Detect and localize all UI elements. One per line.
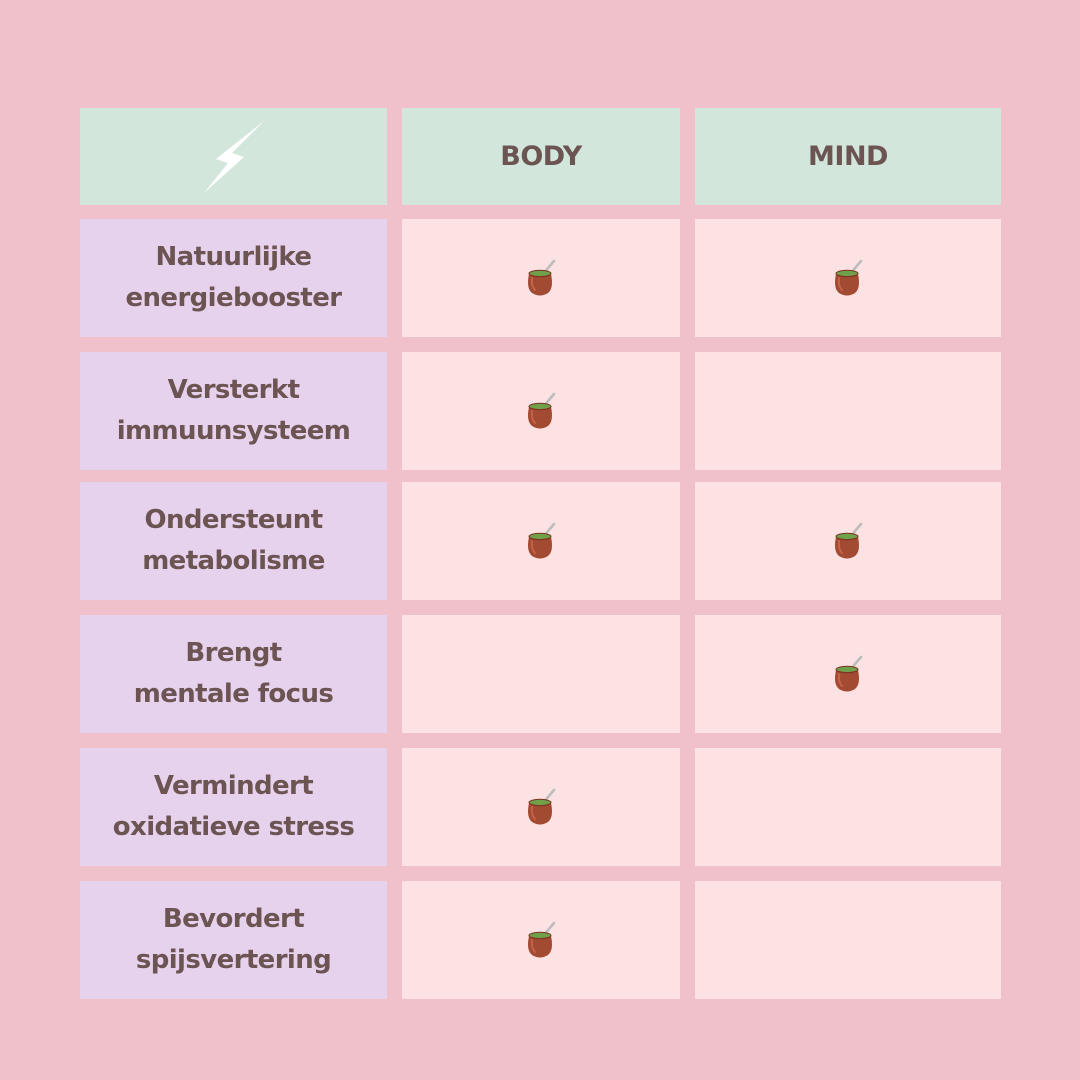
row-label-line: Vermindert	[153, 771, 314, 801]
row-label: Brengt mentale focus	[134, 633, 334, 715]
row-label-cell: Vermindert oxidatieve stress	[80, 748, 387, 866]
header-body: BODY	[402, 108, 680, 205]
body-cell	[402, 881, 680, 999]
row-label-line: Brengt	[185, 638, 282, 668]
row-label: Natuurlijke energiebooster	[125, 237, 342, 319]
row-label-line: mentale focus	[133, 679, 334, 709]
mate-gourd-icon	[835, 522, 863, 559]
row-label-line: spijsvertering	[135, 945, 332, 975]
row-label-cell: Versterkt immuunsysteem	[80, 352, 387, 470]
header-icon-cell	[80, 108, 387, 205]
row-label-cell: Natuurlijke energiebooster	[80, 219, 387, 337]
row-label-line: Natuurlijke	[155, 242, 313, 272]
header-body-label: BODY	[500, 141, 582, 172]
row-label-cell: Ondersteunt metabolisme	[80, 482, 387, 600]
mind-cell	[695, 615, 1001, 733]
row-label-line: metabolisme	[142, 546, 325, 576]
row-label: Ondersteunt metabolisme	[142, 500, 325, 582]
row-label-line: Versterkt	[167, 375, 300, 405]
row-label-line: immuunsysteem	[116, 416, 351, 446]
lightning-bolt-icon	[203, 120, 264, 193]
row-label-line: oxidatieve stress	[112, 812, 355, 842]
mate-gourd-icon	[528, 392, 556, 429]
row-label-line: Ondersteunt	[144, 505, 323, 535]
row-label-cell: Bevordert spijsvertering	[80, 881, 387, 999]
body-cell	[402, 748, 680, 866]
body-cell	[402, 615, 680, 733]
mind-cell	[695, 219, 1001, 337]
mate-gourd-icon	[835, 655, 863, 692]
mate-gourd-icon	[528, 522, 556, 559]
mate-gourd-icon	[528, 788, 556, 825]
mind-cell	[695, 482, 1001, 600]
header-mind-label: MIND	[808, 141, 888, 172]
row-label: Versterkt immuunsysteem	[117, 370, 351, 452]
mind-cell	[695, 748, 1001, 866]
body-cell	[402, 352, 680, 470]
mind-cell	[695, 352, 1001, 470]
mate-gourd-icon	[528, 921, 556, 958]
mind-cell	[695, 881, 1001, 999]
mate-gourd-icon	[835, 259, 863, 296]
row-label-line: Bevordert	[162, 904, 305, 934]
body-cell	[402, 219, 680, 337]
row-label-cell: Brengt mentale focus	[80, 615, 387, 733]
header-mind: MIND	[695, 108, 1001, 205]
row-label-line: energiebooster	[125, 283, 342, 313]
row-label: Vermindert oxidatieve stress	[112, 766, 355, 848]
mate-gourd-icon	[528, 259, 556, 296]
row-label: Bevordert spijsvertering	[135, 899, 332, 981]
body-cell	[402, 482, 680, 600]
